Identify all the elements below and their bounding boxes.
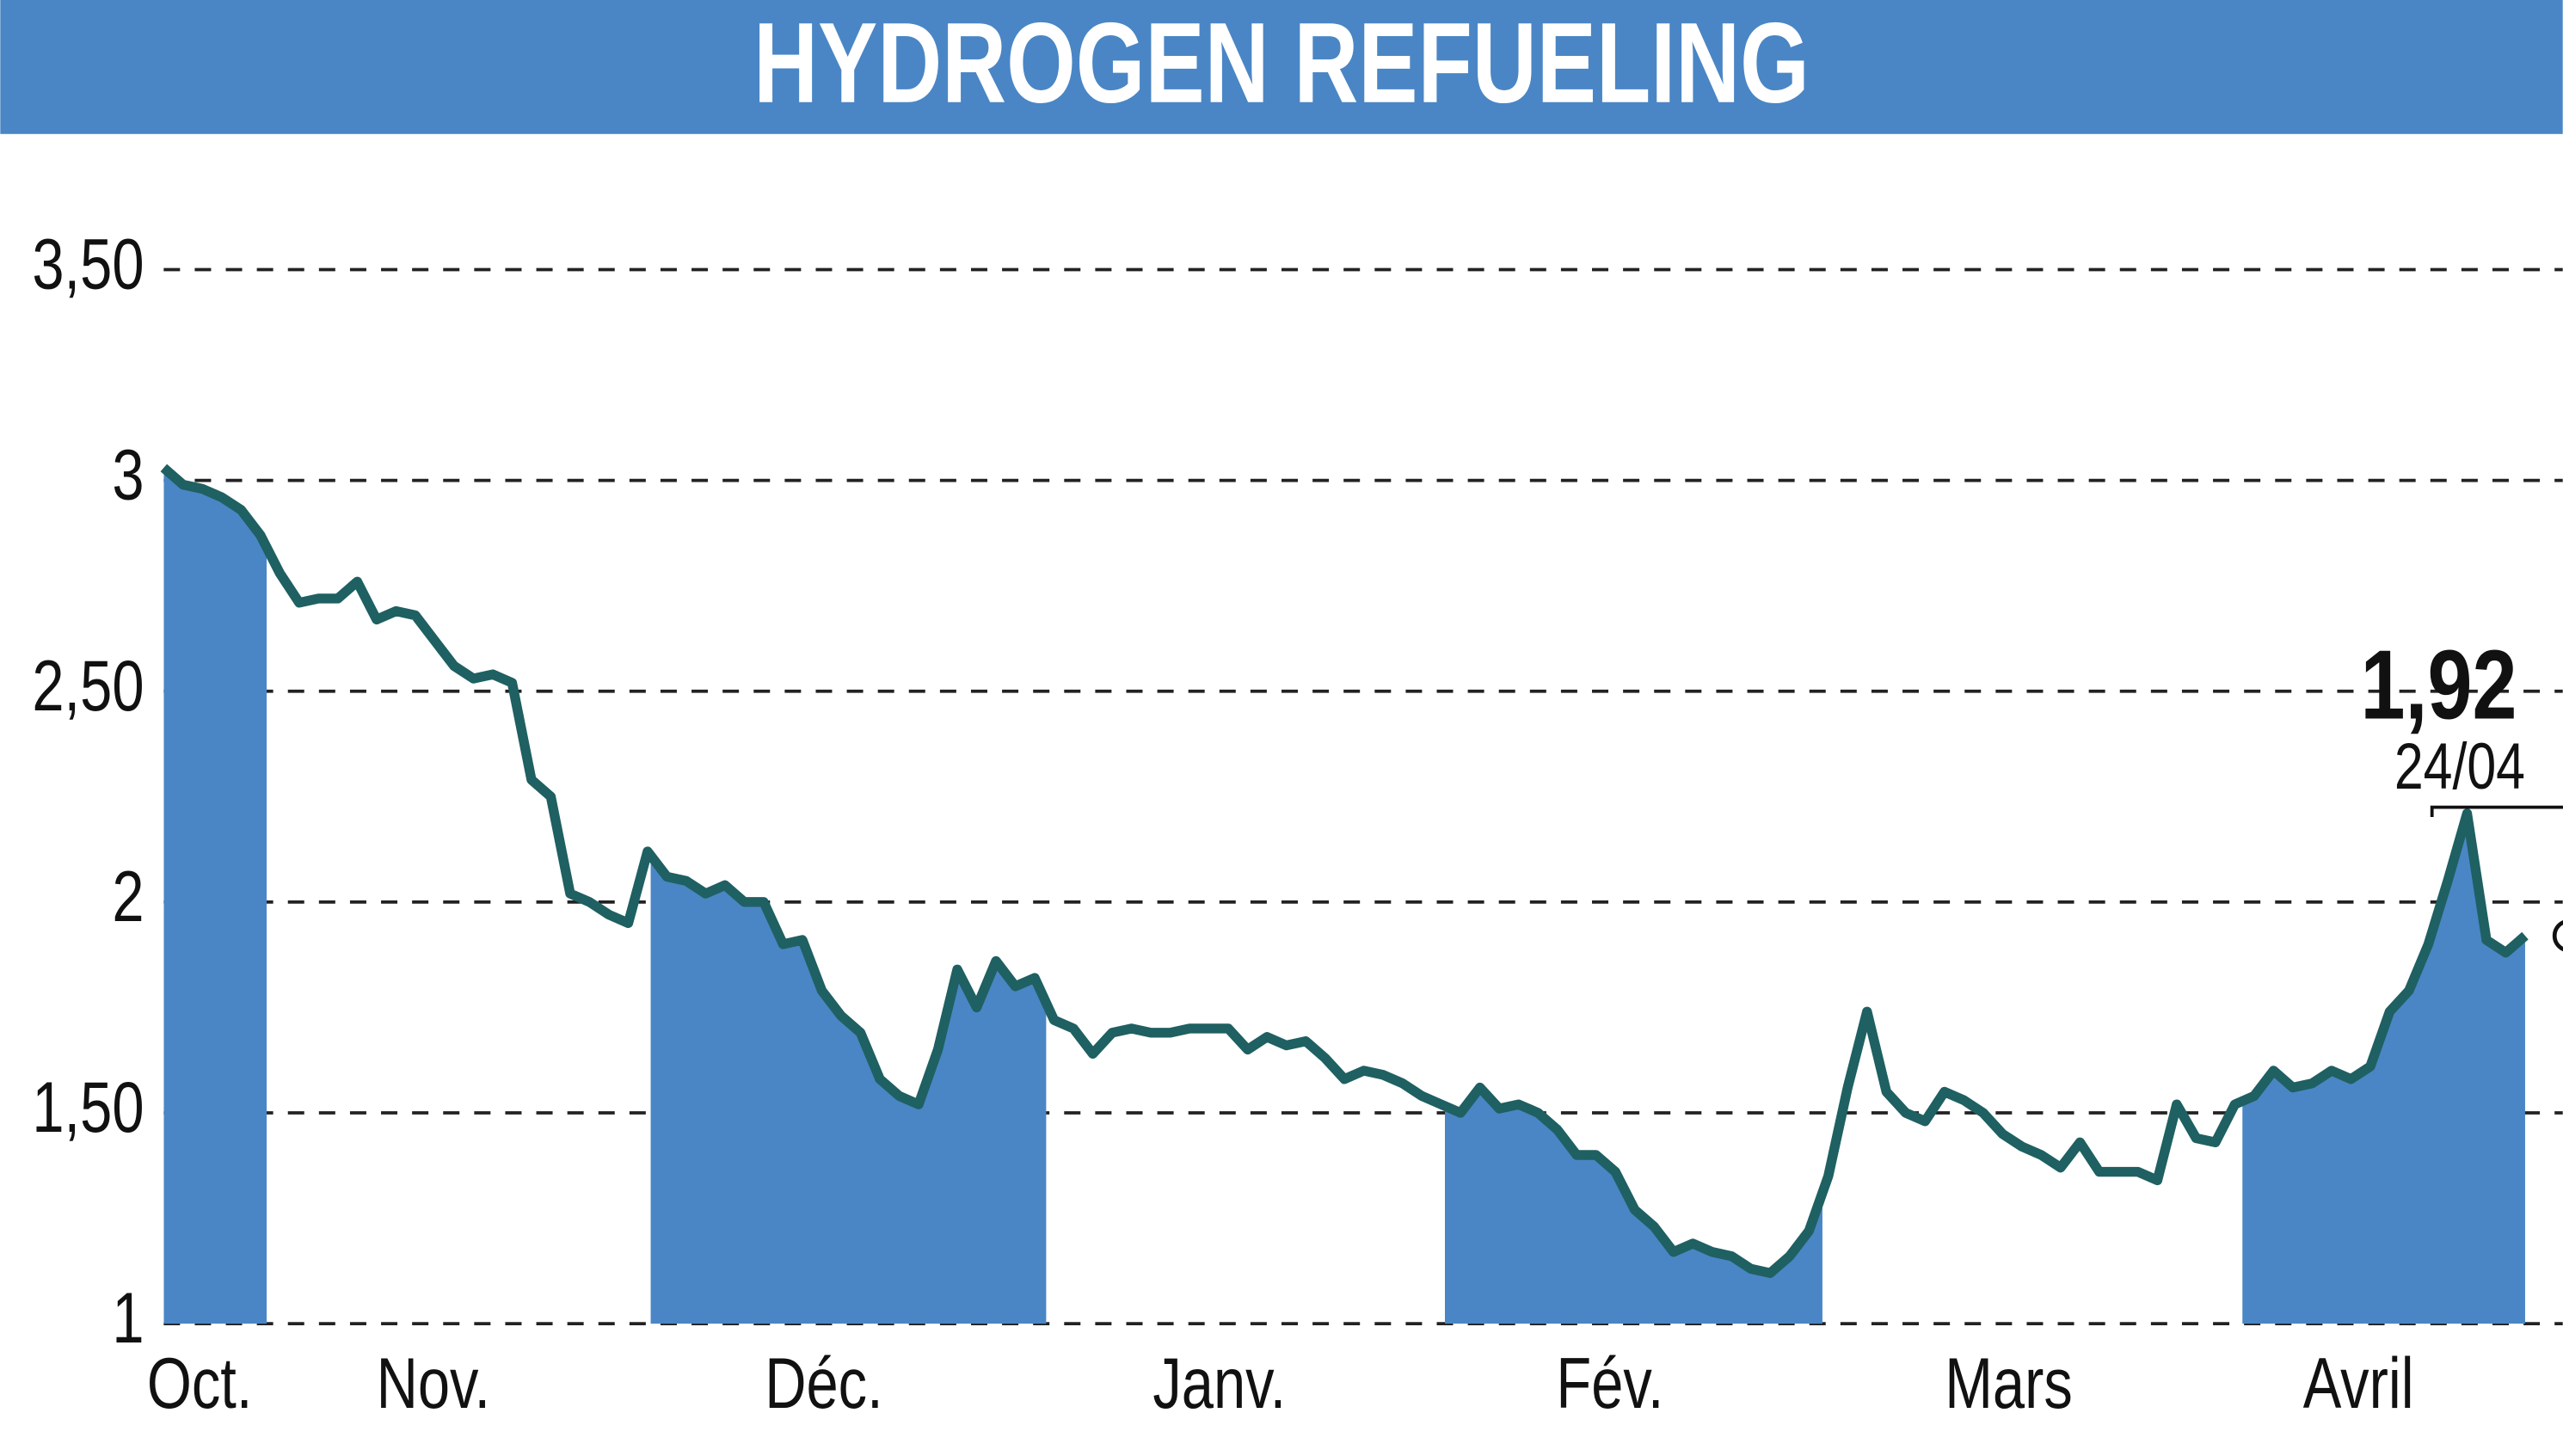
y-tick-label: 3 <box>112 435 144 516</box>
price-line <box>160 464 2529 1278</box>
x-tick-label: Fév. <box>1556 1343 1663 1424</box>
x-tick-label: Mars <box>1945 1343 2073 1424</box>
y-tick-label: 2 <box>112 857 144 937</box>
y-tick-label: 2,50 <box>32 646 144 727</box>
x-tick-label: Déc. <box>765 1343 883 1424</box>
y-tick-label: 3,50 <box>32 224 144 305</box>
chart-title: HYDROGEN REFUELING <box>753 0 1810 127</box>
y-tick-label: 1,50 <box>32 1067 144 1148</box>
y-tick-label: 1 <box>112 1278 144 1359</box>
x-tick-label: Janv. <box>1152 1343 1286 1424</box>
x-tick-label: Nov. <box>377 1343 491 1424</box>
last-point <box>2552 920 2563 952</box>
last-date-label: 24/04 <box>2394 729 2525 802</box>
header-bar <box>0 0 2563 134</box>
x-tick-label: Avril <box>2303 1343 2414 1424</box>
x-tick-label: Oct. <box>147 1343 253 1424</box>
area <box>163 467 2525 1324</box>
annotation-bracket <box>2430 805 2563 818</box>
last-value-label: 1,92 <box>2361 631 2517 740</box>
